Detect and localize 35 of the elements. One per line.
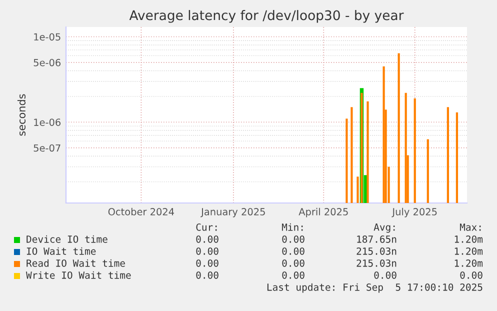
text: 0.00 (374, 271, 396, 279)
legend-label: Write IO Wait time (26, 271, 131, 279)
text: 0.00 (282, 271, 304, 279)
text: 187.65n (357, 235, 396, 243)
text: 0.00 (196, 235, 218, 243)
legend-label: Device IO time (26, 235, 108, 243)
text: 0.00 (196, 247, 218, 255)
text: 215.03n (356, 247, 396, 255)
text: 0.00 (196, 271, 218, 279)
text: Min: (282, 223, 303, 231)
text: Max: (460, 224, 481, 231)
legend-label: Read IO Wait time (26, 259, 125, 267)
text: 0.00 (282, 235, 304, 243)
chart-title: Average latency for /dev/loop30 - by year (129, 10, 404, 23)
text: Cur: (196, 223, 217, 231)
text: 215.03n (356, 259, 396, 267)
x-tick-label: April 2025 (298, 208, 348, 218)
text: 0.00 (196, 259, 218, 267)
x-tick-label: October 2024 (108, 208, 174, 216)
legend-label: IO Wait time (26, 247, 96, 255)
y-tick-label: 1e-05 (34, 33, 60, 41)
y-tick-label: 5e-06 (34, 58, 61, 66)
text: 1.20m (454, 235, 483, 243)
text: Last update: Fri Sep 5 17:00:10 2025 (267, 283, 482, 293)
y-tick-label: 5e-07 (34, 144, 60, 152)
y-tick-label: 1e-06 (34, 118, 61, 126)
text: 1.20m (454, 247, 483, 255)
text: 0.00 (282, 247, 304, 255)
text: 0.00 (282, 259, 304, 267)
text: Avg: (374, 224, 395, 233)
x-tick-label: July 2025 (392, 208, 437, 218)
x-tick-label: January 2025 (200, 208, 265, 218)
text: 0.00 (460, 271, 482, 279)
y-axis-title: seconds (17, 94, 26, 136)
text: 1.20m (454, 259, 483, 267)
